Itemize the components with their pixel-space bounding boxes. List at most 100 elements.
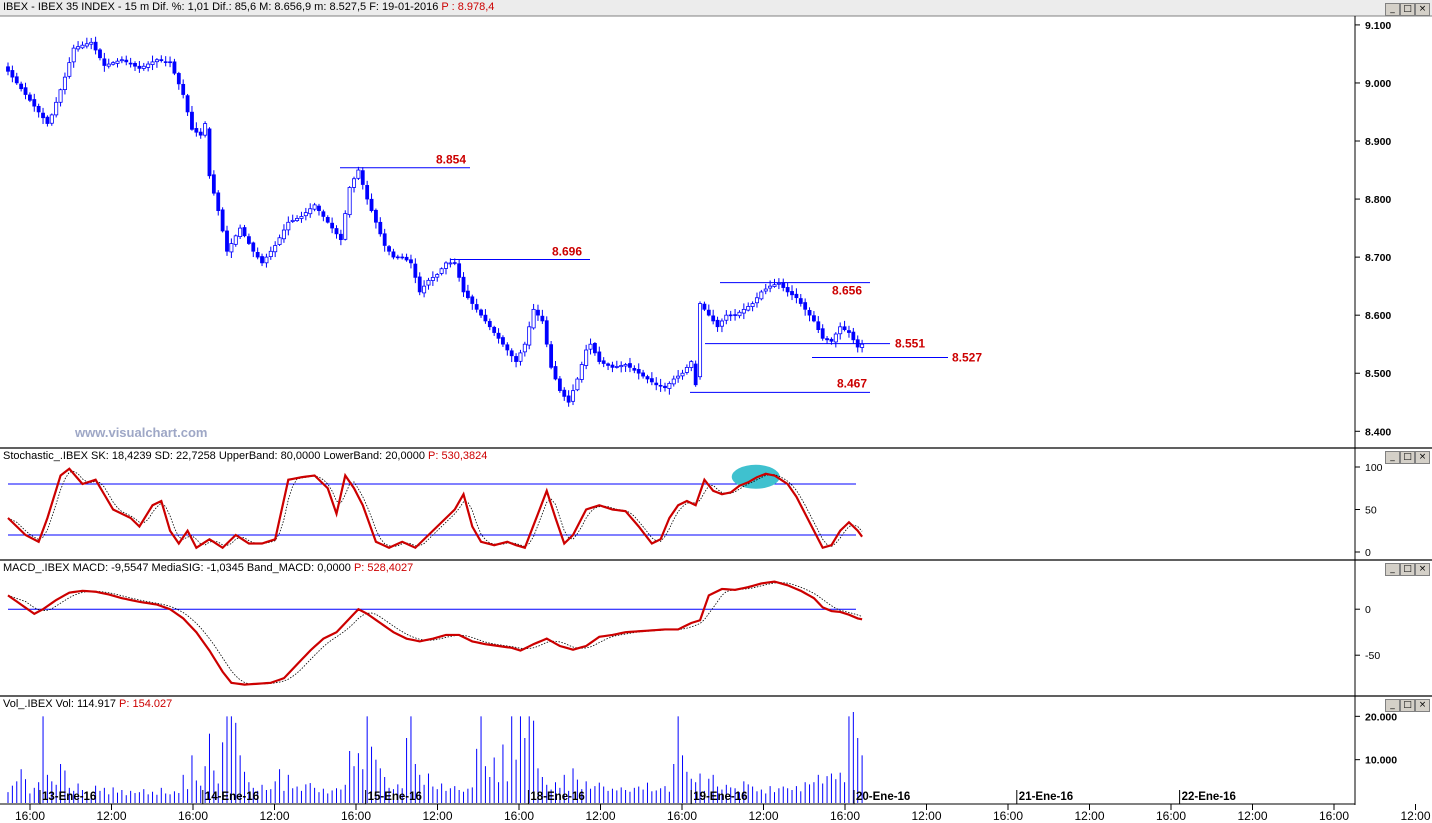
time-tick-label: 16:00	[667, 809, 697, 823]
candle-body-down	[812, 315, 816, 322]
candle-body-down	[505, 344, 510, 351]
candle-body-up	[111, 62, 116, 65]
candle-body-up	[356, 169, 361, 179]
candle-body-up	[203, 123, 208, 136]
candle-body-down	[251, 242, 256, 252]
stochastic-minimize-button[interactable]: _	[1385, 451, 1400, 464]
time-tick-label: 12:00	[259, 809, 289, 823]
candle-body-down	[334, 228, 339, 235]
candle-body-up	[575, 378, 580, 391]
candle-body-down	[820, 328, 825, 339]
candle-body-down	[378, 221, 383, 235]
candle-body-up	[238, 227, 243, 237]
candle-body-down	[102, 58, 107, 66]
candle-body-up	[614, 366, 619, 368]
time-tick-label: 12:00	[911, 809, 941, 823]
price-maximize-button[interactable]: □	[1400, 3, 1415, 16]
macd-minimize-button[interactable]: _	[1385, 563, 1400, 576]
day-label: 15-Ene-16	[368, 791, 422, 803]
price-panel-header: IBEX - IBEX 35 INDEX - 15 m Dif. %: 1,01…	[3, 1, 494, 13]
candle-body-up	[619, 365, 624, 368]
candle-body-up	[684, 367, 689, 373]
candle-body-down	[220, 209, 225, 232]
candle-body-down	[409, 259, 413, 264]
candle-body-down	[829, 338, 834, 342]
candle-body-down	[842, 326, 847, 330]
watermark: www.visualchart.com	[75, 425, 208, 440]
candle-body-down	[851, 331, 856, 341]
price-tick-label: 9.100	[1365, 20, 1391, 32]
candle-body-up	[268, 250, 273, 258]
level-label: 8.656	[832, 284, 862, 298]
candle-body-down	[487, 321, 492, 328]
candle-body-down	[509, 350, 514, 357]
candle-body-up	[763, 288, 768, 292]
stochastic-maximize-button[interactable]: □	[1400, 451, 1415, 464]
candle-body-up	[719, 320, 724, 327]
candle-body-down	[338, 233, 343, 241]
candle-body-up	[308, 208, 313, 215]
time-tick-label: 16:00	[15, 809, 45, 823]
volume-maximize-button[interactable]: □	[1400, 699, 1415, 712]
price-minimize-button[interactable]: _	[1385, 3, 1400, 16]
stochastic-panel-header: Stochastic_.IBEX SK: 18,4239 SD: 22,7258…	[3, 450, 487, 462]
candle-body-down	[23, 87, 28, 95]
candle-body-up	[518, 352, 523, 362]
candle-body-down	[465, 290, 470, 299]
candle-body-up	[838, 326, 843, 335]
level-label: 8.551	[895, 337, 925, 351]
macd-maximize-button[interactable]: □	[1400, 563, 1415, 576]
candle-body-down	[610, 364, 615, 368]
candle-body-down	[566, 395, 571, 403]
time-tick-label: 16:00	[993, 809, 1023, 823]
stochastic-close-button[interactable]: ×	[1415, 451, 1430, 464]
candle-body-up	[522, 343, 527, 353]
macd-tick-label: -50	[1365, 650, 1380, 662]
candle-body-up	[676, 375, 681, 379]
candle-body-down	[733, 314, 737, 316]
price-tick-label: 8.700	[1365, 252, 1391, 264]
candle-body-down	[36, 105, 41, 113]
candle-body-down	[176, 73, 181, 85]
candle-body-down	[549, 344, 554, 368]
candle-body-down	[847, 330, 851, 333]
volume-close-button[interactable]: ×	[1415, 699, 1430, 712]
candle-body-up	[443, 262, 448, 269]
candle-body-down	[404, 256, 409, 261]
price-tick-label: 8.800	[1365, 194, 1391, 206]
macd-close-button[interactable]: ×	[1415, 563, 1430, 576]
candle-body-down	[593, 343, 597, 354]
candle-body-down	[606, 363, 610, 366]
time-tick-label: 16:00	[830, 809, 860, 823]
candle-body-down	[325, 217, 330, 223]
candle-body-up	[435, 274, 440, 278]
candle-body-down	[702, 303, 707, 310]
candle-body-down	[417, 276, 422, 293]
stochastic-sk-line	[7, 467, 863, 550]
candle-body-down	[185, 95, 190, 113]
candle-body-up	[119, 59, 124, 62]
candle-body-down	[124, 59, 129, 63]
candle-body-down	[395, 256, 400, 259]
time-tick-label: 12:00	[1074, 809, 1104, 823]
candle-body-down	[706, 309, 711, 316]
candle-body-up	[115, 60, 120, 64]
candle-body-up	[347, 187, 352, 216]
candle-body-up	[290, 219, 295, 222]
candle-body-up	[667, 382, 672, 389]
candle-body-down	[211, 174, 216, 194]
candle-body-down	[544, 320, 549, 345]
stochastic-tick-label: 50	[1365, 505, 1377, 517]
candle-body-down	[382, 233, 387, 246]
volume-minimize-button[interactable]: _	[1385, 699, 1400, 712]
candle-body-up	[154, 59, 159, 63]
candle-body-down	[807, 310, 812, 316]
price-tick-label: 8.900	[1365, 136, 1391, 148]
price-tick-label: 8.400	[1365, 426, 1391, 438]
candle-body-up	[759, 291, 764, 300]
candle-body-down	[413, 263, 418, 278]
candle-body-up	[303, 212, 308, 217]
day-label: 14-Ene-16	[205, 791, 259, 803]
candle-body-down	[711, 315, 716, 322]
price-close-button[interactable]: ×	[1415, 3, 1430, 16]
